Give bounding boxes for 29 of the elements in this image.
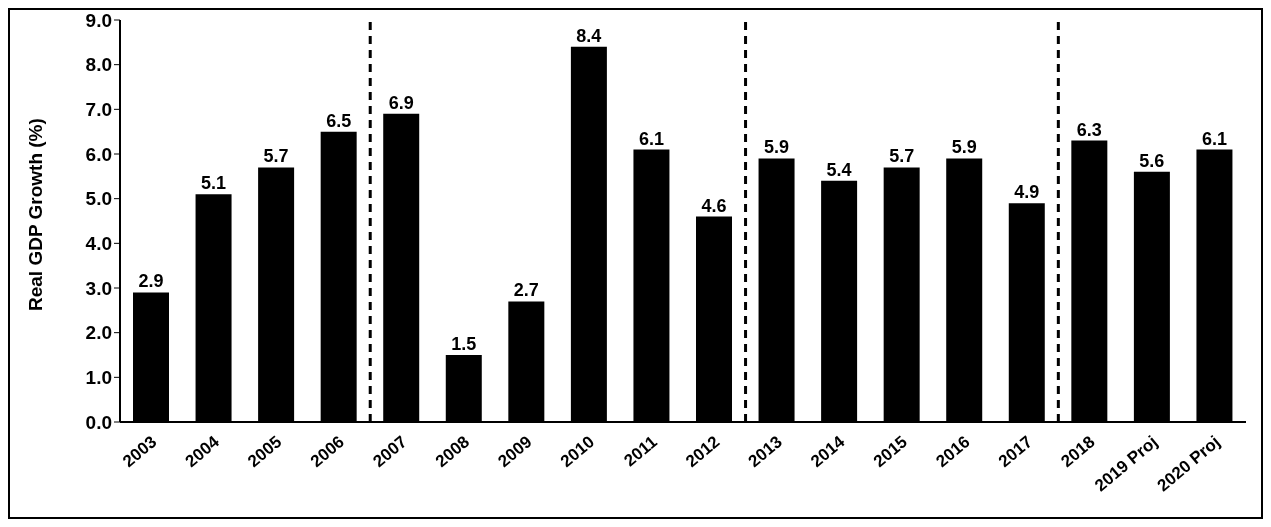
data-label: 2.7 [513,280,539,301]
data-label: 5.1 [201,173,227,194]
data-label: 5.6 [1139,150,1165,171]
data-label: 5.7 [889,146,915,167]
y-tick-label: 9.0 [85,9,112,31]
data-label: 6.5 [326,110,352,131]
data-label: 5.9 [764,137,790,158]
y-tick-label: 1.0 [85,367,112,389]
y-tick-label: 0.0 [85,411,112,433]
y-tick-label: 5.0 [85,188,112,210]
data-label: 6.3 [1076,119,1102,140]
data-label: 6.1 [1201,128,1227,149]
y-tick-label: 4.0 [85,233,112,255]
data-label: 4.6 [701,195,727,216]
data-label: 4.9 [1014,182,1040,203]
y-tick-label: 2.0 [85,322,112,344]
data-label: 5.9 [951,137,977,158]
data-label: 5.4 [826,159,852,180]
y-axis-title: Real GDP Growth (%) [24,118,46,311]
data-label: 6.1 [638,128,664,149]
y-tick-label: 8.0 [85,54,112,76]
y-tick-label: 7.0 [85,99,112,121]
y-tick-label: 3.0 [85,277,112,299]
data-label: 2.9 [138,271,164,292]
data-label: 1.5 [451,334,477,354]
data-label: 6.9 [388,92,414,113]
data-label: 8.4 [576,25,602,46]
data-label: 5.7 [263,146,289,167]
y-tick-label: 6.0 [85,143,112,165]
